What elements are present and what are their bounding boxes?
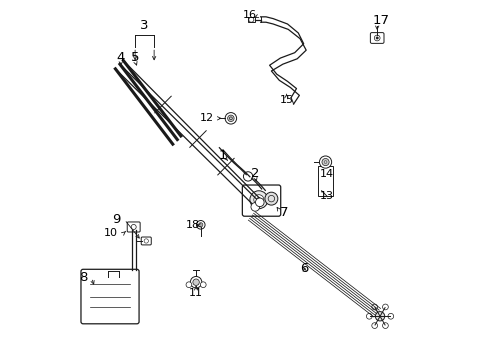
Text: 8: 8 [79,271,87,284]
Circle shape [375,37,378,39]
Circle shape [200,282,206,288]
Circle shape [321,158,328,166]
Circle shape [185,282,191,288]
Circle shape [192,279,199,285]
Circle shape [255,198,264,207]
Circle shape [227,115,234,122]
Text: 1: 1 [218,149,227,162]
Circle shape [249,191,267,209]
Circle shape [259,186,266,194]
Circle shape [190,276,202,288]
Text: 18: 18 [185,220,199,230]
FancyBboxPatch shape [141,237,151,245]
Text: 9: 9 [112,213,121,226]
Text: 13: 13 [319,191,333,201]
Text: 10: 10 [104,228,118,238]
Text: 7: 7 [279,206,287,219]
Text: 15: 15 [279,95,293,105]
Text: 11: 11 [189,288,203,298]
Circle shape [256,198,261,202]
Text: 2: 2 [250,167,259,180]
Text: 12: 12 [200,113,214,123]
Circle shape [371,304,377,310]
Text: 17: 17 [371,14,388,27]
Circle shape [250,203,259,211]
Bar [317,166,332,196]
Circle shape [224,113,236,124]
Circle shape [387,314,393,319]
FancyBboxPatch shape [127,222,140,232]
Text: 16: 16 [243,10,257,20]
Circle shape [375,312,384,321]
Circle shape [382,323,387,328]
Text: 14: 14 [319,168,333,179]
Circle shape [198,223,203,227]
Circle shape [366,314,371,319]
FancyBboxPatch shape [242,185,280,216]
Circle shape [243,172,252,181]
FancyBboxPatch shape [369,33,383,43]
Circle shape [253,195,264,205]
Text: 4: 4 [116,51,125,64]
Circle shape [382,304,387,310]
Bar [247,17,254,22]
Circle shape [196,221,204,229]
Circle shape [371,323,377,328]
Circle shape [319,156,331,168]
Text: 3: 3 [140,19,148,32]
Text: 5: 5 [131,51,139,64]
Text: 6: 6 [300,262,308,275]
FancyBboxPatch shape [81,269,139,324]
Circle shape [264,192,277,205]
